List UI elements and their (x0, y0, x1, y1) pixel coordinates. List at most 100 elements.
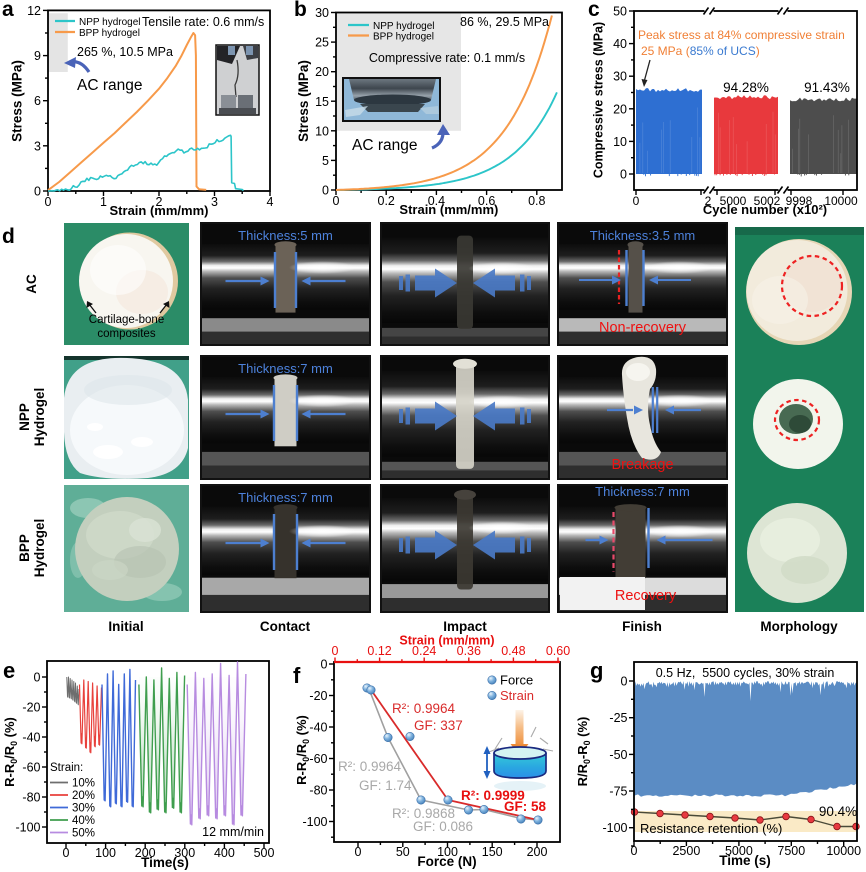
svg-text:-80: -80 (309, 784, 327, 798)
svg-text:R-R0/R0 (%): R-R0/R0 (%) (2, 717, 19, 787)
svg-text:30: 30 (315, 6, 329, 20)
svg-text:Impact: Impact (443, 619, 487, 634)
svg-text:0: 0 (333, 194, 340, 208)
svg-text:-20: -20 (22, 701, 40, 715)
svg-text:0: 0 (45, 195, 52, 209)
svg-text:7500: 7500 (777, 844, 805, 858)
svg-text:Thickness:7 mm: Thickness:7 mm (595, 484, 690, 499)
svg-text:15: 15 (315, 95, 329, 109)
svg-text:0: 0 (631, 844, 638, 858)
svg-text:Morphology: Morphology (760, 619, 838, 634)
svg-text:0.12: 0.12 (367, 644, 391, 658)
svg-text:Force: Force (500, 673, 533, 688)
svg-text:40: 40 (613, 37, 627, 51)
svg-text:5: 5 (322, 154, 329, 168)
svg-text:500: 500 (254, 846, 275, 860)
svg-text:GF: 1.74: GF: 1.74 (359, 778, 412, 793)
svg-text:0: 0 (355, 845, 362, 859)
svg-text:-60: -60 (309, 752, 327, 766)
svg-text:5000: 5000 (720, 194, 747, 208)
svg-text:0: 0 (620, 168, 627, 182)
svg-text:3: 3 (34, 139, 41, 153)
svg-text:Thickness:7 mm: Thickness:7 mm (238, 361, 333, 376)
svg-text:0.36: 0.36 (457, 644, 481, 658)
svg-text:0: 0 (63, 846, 70, 860)
svg-text:50%: 50% (72, 828, 95, 840)
svg-text:d: d (2, 225, 15, 248)
svg-text:Cartilage-bone: Cartilage-bone (89, 314, 164, 326)
svg-text:AC range: AC range (352, 137, 417, 154)
svg-text:R/R0-R0 (%): R/R0-R0 (%) (575, 717, 592, 787)
svg-text:0: 0 (34, 671, 41, 685)
svg-text:100: 100 (95, 846, 116, 860)
svg-text:20%: 20% (72, 790, 95, 802)
svg-text:50: 50 (613, 5, 627, 19)
svg-text:5002: 5002 (754, 194, 781, 208)
svg-text:AC: AC (24, 274, 39, 294)
svg-text:GF: 337: GF: 337 (414, 718, 463, 733)
svg-text:R-R0/R0 (%): R-R0/R0 (%) (294, 715, 311, 785)
svg-text:R²: 0.9999: R²: 0.9999 (461, 788, 525, 803)
svg-text:Resistance retention (%): Resistance retention (%) (640, 821, 782, 836)
svg-text:9: 9 (34, 49, 41, 63)
svg-text:0.4: 0.4 (428, 194, 445, 208)
svg-text:20: 20 (315, 65, 329, 79)
svg-text:25: 25 (315, 36, 329, 50)
svg-text:30%: 30% (72, 803, 95, 815)
svg-text:100: 100 (437, 845, 458, 859)
svg-text:Time(s): Time(s) (141, 855, 189, 870)
svg-text:300: 300 (174, 846, 195, 860)
svg-text:Strain: Strain (500, 688, 534, 703)
svg-text:Strain (mm/mm): Strain (mm/mm) (110, 203, 209, 218)
svg-text:0: 0 (621, 675, 628, 689)
svg-text:R²: 0.9868: R²: 0.9868 (392, 806, 455, 821)
svg-text:0.6: 0.6 (478, 194, 495, 208)
svg-text:a: a (2, 0, 14, 21)
svg-text:0.8: 0.8 (528, 194, 545, 208)
svg-text:2: 2 (705, 194, 712, 208)
svg-text:Stress (MPa): Stress (MPa) (296, 60, 311, 142)
svg-text:BPP: BPP (17, 534, 32, 562)
svg-text:Stress (MPa): Stress (MPa) (10, 60, 25, 142)
svg-text:Recovery: Recovery (615, 588, 677, 604)
svg-text:-100: -100 (15, 821, 40, 835)
svg-text:Hydrogel: Hydrogel (32, 388, 47, 447)
svg-text:Initial: Initial (108, 619, 143, 634)
svg-text:0.60: 0.60 (546, 644, 570, 658)
svg-text:AC range: AC range (77, 77, 142, 94)
svg-text:0.48: 0.48 (501, 644, 525, 658)
svg-text:Tensile rate: 0.6 mm/s: Tensile rate: 0.6 mm/s (142, 15, 264, 29)
svg-text:c: c (588, 0, 600, 21)
svg-text:0: 0 (322, 184, 329, 198)
svg-text:Thickness:3.5 mm: Thickness:3.5 mm (590, 228, 695, 243)
svg-text:Contact: Contact (260, 619, 311, 634)
svg-text:Strain (mm/mm): Strain (mm/mm) (399, 634, 494, 648)
svg-text:BPP hydrogel: BPP hydrogel (79, 28, 140, 39)
svg-text:0: 0 (321, 658, 328, 672)
svg-text:BPP hydrogel: BPP hydrogel (373, 32, 434, 43)
svg-text:86 %, 29.5 MPa: 86 %, 29.5 MPa (460, 15, 549, 29)
svg-text:-40: -40 (22, 731, 40, 745)
svg-text:b: b (294, 0, 307, 21)
svg-text:g: g (590, 658, 603, 683)
svg-text:1: 1 (100, 195, 107, 209)
svg-text:Cycle number (x10²): Cycle number (x10²) (703, 202, 827, 217)
svg-text:GF: 0.086: GF: 0.086 (413, 819, 473, 834)
svg-text:10%: 10% (72, 778, 95, 790)
svg-text:NPP hydrogel: NPP hydrogel (373, 21, 435, 32)
svg-text:Strain (mm/mm): Strain (mm/mm) (399, 202, 498, 217)
svg-text:-60: -60 (22, 761, 40, 775)
svg-text:-20: -20 (309, 689, 327, 703)
svg-text:Peak stress at 84% compressive: Peak stress at 84% compressive strain (638, 28, 845, 42)
svg-text:90.4%: 90.4% (819, 804, 857, 819)
svg-text:40%: 40% (72, 815, 95, 827)
svg-text:Compressive rate: 0.1 mm/s: Compressive rate: 0.1 mm/s (369, 51, 525, 65)
svg-text:Strain:: Strain: (50, 762, 83, 774)
svg-text:Time (s): Time (s) (719, 853, 771, 868)
svg-text:composites: composites (97, 328, 155, 340)
svg-text:3: 3 (211, 195, 218, 209)
svg-text:-40: -40 (309, 721, 327, 735)
svg-text:NPP: NPP (17, 403, 32, 431)
svg-text:10: 10 (315, 124, 329, 138)
svg-text:Breakage: Breakage (611, 457, 673, 473)
